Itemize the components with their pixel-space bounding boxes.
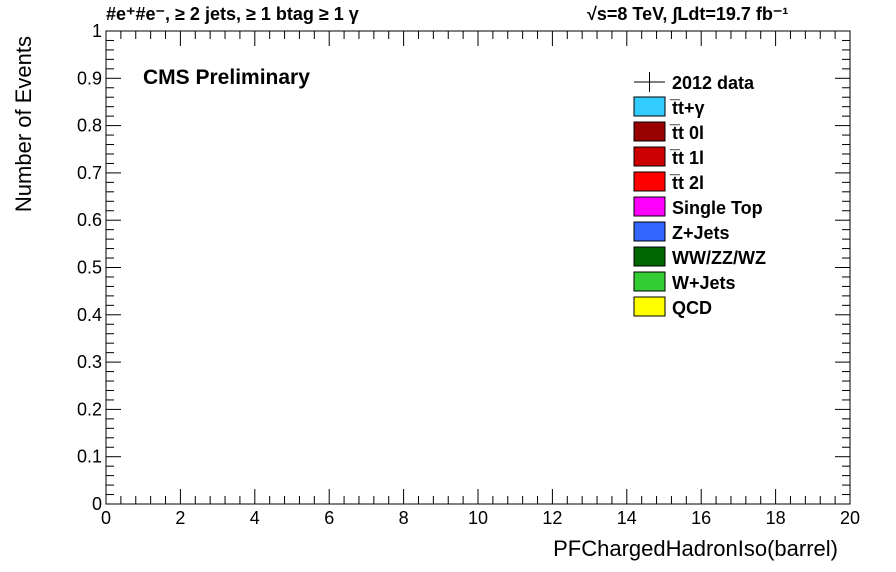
legend-label: t̅t 1l bbox=[669, 148, 704, 168]
x-tick-label: 16 bbox=[691, 508, 711, 528]
y-tick-label: 0.6 bbox=[77, 210, 102, 230]
chart-title-right: √s=8 TeV, ∫Ldt=19.7 fb⁻¹ bbox=[587, 4, 788, 24]
x-tick-label: 20 bbox=[840, 508, 860, 528]
legend: 2012 data t̅t+γ t̅t 0l t̅t 1l t̅t 2l Single T… bbox=[633, 72, 766, 318]
chart-title-left: #e⁺#e⁻, ≥ 2 jets, ≥ 1 btag ≥ 1 γ bbox=[106, 4, 359, 24]
legend-swatch bbox=[633, 246, 666, 267]
x-tick-label: 12 bbox=[542, 508, 562, 528]
legend-swatch bbox=[633, 296, 666, 317]
y-tick-label: 0.2 bbox=[77, 399, 102, 419]
legend-swatch bbox=[633, 196, 666, 217]
x-tick-label: 14 bbox=[617, 508, 637, 528]
y-axis-tick-labels: 0 0.1 0.2 0.3 0.4 0.5 0.6 0.7 0.8 0.9 1 bbox=[77, 21, 102, 514]
x-tick-label: 4 bbox=[250, 508, 260, 528]
y-tick-label: 0.3 bbox=[77, 352, 102, 372]
x-axis-ticks bbox=[105, 31, 851, 504]
legend-label: WW/ZZ/WZ bbox=[672, 248, 766, 268]
y-tick-label: 0.7 bbox=[77, 163, 102, 183]
legend-item: W+Jets bbox=[633, 271, 736, 293]
legend-label: Z+Jets bbox=[672, 223, 730, 243]
x-tick-label: 8 bbox=[399, 508, 409, 528]
x-tick-label: 0 bbox=[101, 508, 111, 528]
y-tick-label: 0.5 bbox=[77, 258, 102, 278]
legend-swatch bbox=[633, 146, 666, 167]
legend-label: QCD bbox=[672, 298, 712, 318]
legend-item: WW/ZZ/WZ bbox=[633, 246, 766, 268]
y-tick-label: 0.8 bbox=[77, 116, 102, 136]
legend-label: t̅t 2l bbox=[669, 173, 704, 193]
legend-item: t̅t 2l bbox=[633, 171, 704, 193]
cms-preliminary-label: CMS Preliminary bbox=[143, 66, 310, 89]
legend-label: t̅t 0l bbox=[669, 123, 704, 143]
legend-swatch bbox=[633, 171, 666, 192]
legend-label: t̅t+γ bbox=[669, 98, 705, 118]
y-tick-label: 1 bbox=[92, 21, 102, 41]
legend-swatch bbox=[633, 221, 666, 242]
x-tick-label: 10 bbox=[468, 508, 488, 528]
legend-item: t̅t 1l bbox=[633, 146, 704, 168]
y-axis-title: Number of Events bbox=[11, 36, 36, 212]
y-tick-label: 0.9 bbox=[77, 68, 102, 88]
legend-item: 2012 data bbox=[634, 72, 755, 93]
legend-swatch bbox=[633, 121, 666, 142]
y-axis-ticks bbox=[106, 30, 850, 505]
legend-label: W+Jets bbox=[672, 273, 736, 293]
legend-swatch bbox=[633, 271, 666, 292]
x-tick-label: 2 bbox=[175, 508, 185, 528]
legend-swatch bbox=[633, 96, 666, 117]
legend-label: Single Top bbox=[672, 198, 763, 218]
legend-item: Z+Jets bbox=[633, 221, 730, 243]
legend-item: QCD bbox=[633, 296, 712, 318]
legend-item: t̅t+γ bbox=[633, 96, 705, 118]
y-tick-label: 0.4 bbox=[77, 305, 102, 325]
x-tick-label: 6 bbox=[324, 508, 334, 528]
legend-label: 2012 data bbox=[672, 73, 755, 93]
y-tick-label: 0.1 bbox=[77, 447, 102, 467]
legend-item: Single Top bbox=[633, 196, 763, 218]
y-tick-label: 0 bbox=[92, 494, 102, 514]
legend-item: t̅t 0l bbox=[633, 121, 704, 143]
x-tick-label: 18 bbox=[766, 508, 786, 528]
x-axis-title: PFChargedHadronIso(barrel) bbox=[553, 536, 838, 561]
x-axis-tick-labels: 0 2 4 6 8 10 12 14 16 18 20 bbox=[101, 508, 860, 528]
